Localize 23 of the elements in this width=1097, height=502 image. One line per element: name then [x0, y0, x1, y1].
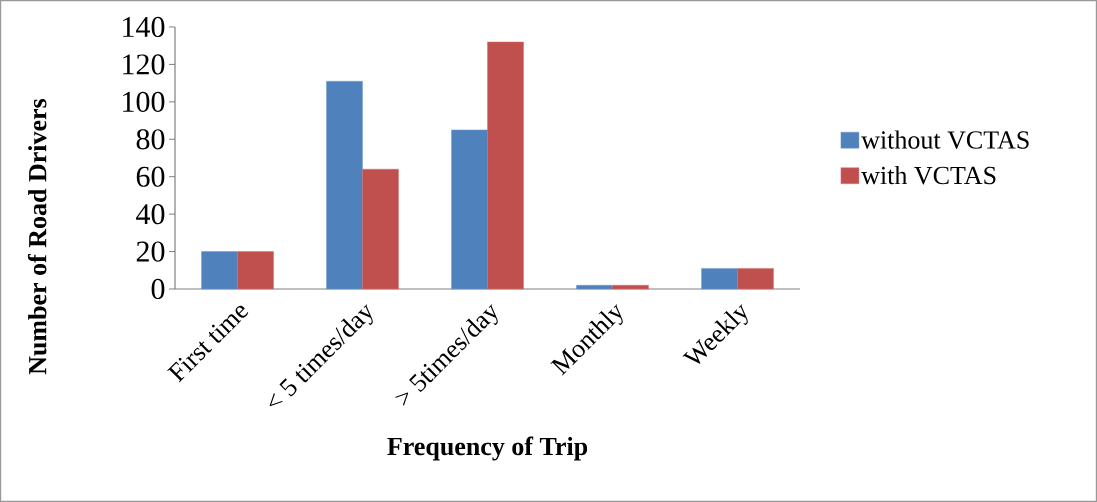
y-tick-label: 80 [136, 129, 165, 150]
y-tick-label: 40 [136, 204, 165, 225]
bar [451, 129, 488, 290]
bar [237, 251, 274, 290]
bar [612, 284, 649, 290]
bar [576, 284, 613, 290]
y-tick-label: 60 [136, 166, 165, 187]
x-axis-title: Frequency of Trip [387, 436, 588, 461]
bar [701, 268, 738, 290]
bar [362, 168, 399, 290]
bar [737, 268, 774, 290]
y-tick-label: 120 [123, 54, 165, 75]
bar [326, 81, 363, 290]
legend-label: without VCTAS [861, 130, 1029, 149]
y-tick-label: 100 [123, 91, 165, 112]
y-tick-label: 140 [123, 16, 165, 38]
bar [487, 41, 524, 290]
y-tick-label: 20 [136, 241, 165, 262]
x-tick-label: First time [167, 305, 249, 383]
y-tick-label: 0 [151, 278, 165, 300]
y-axis-title: Number of Road Drivers [27, 98, 47, 375]
bar [201, 251, 238, 290]
legend-label: with VCTAS [861, 165, 996, 185]
